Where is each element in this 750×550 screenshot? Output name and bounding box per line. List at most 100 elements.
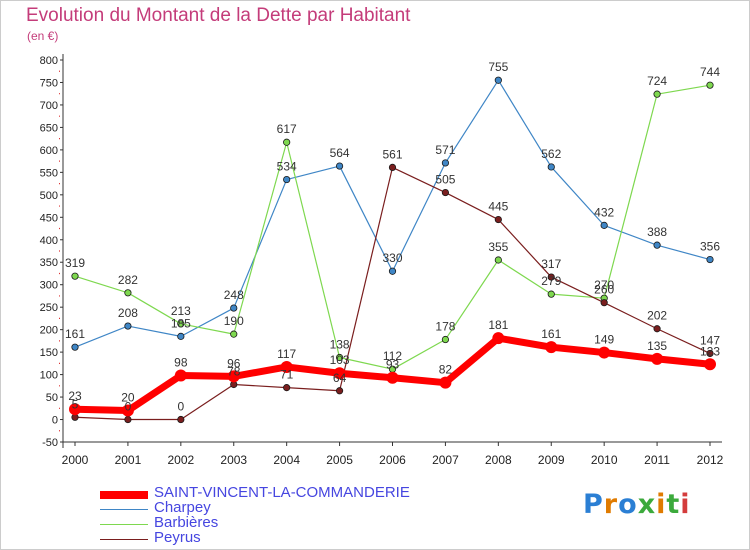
chart-title: Evolution du Montant de la Dette par Hab… (26, 5, 411, 26)
data-label: 112 (383, 349, 402, 363)
data-label: 388 (647, 225, 667, 239)
data-label: 534 (277, 160, 297, 174)
legend-swatch (100, 491, 148, 499)
y-tick-label: 450 (40, 212, 58, 224)
data-label: 147 (700, 333, 720, 347)
y-tick-label: 300 (40, 280, 58, 292)
data-point (177, 415, 185, 424)
data-point (124, 289, 132, 297)
data-point (653, 325, 661, 333)
logo-letter: i (656, 489, 667, 520)
y-tick-label: 50 (46, 392, 58, 404)
data-point (439, 376, 452, 389)
data-point (335, 387, 344, 395)
data-label: 744 (700, 65, 720, 79)
data-label: 561 (382, 147, 402, 161)
data-point (704, 358, 716, 371)
data-label: 190 (224, 314, 244, 328)
x-tick-label: 2009 (538, 453, 565, 467)
data-point (283, 384, 291, 392)
x-tick-label: 2003 (220, 453, 247, 467)
data-label: 432 (594, 205, 614, 219)
data-label: 82 (439, 363, 453, 377)
y-tick-label: 400 (40, 235, 58, 247)
data-label: 317 (541, 257, 561, 271)
y-tick-label: 600 (40, 145, 58, 157)
logo-letter: i (680, 489, 691, 520)
data-label: 0 (177, 400, 184, 414)
data-label: 149 (594, 333, 614, 347)
data-label: 445 (488, 200, 508, 214)
data-point (121, 404, 134, 417)
y-tick-label: 500 (40, 190, 58, 202)
data-point (653, 90, 661, 98)
logo-letter: r (603, 489, 619, 520)
data-point (547, 273, 555, 281)
data-point (124, 322, 132, 330)
data-point (230, 330, 238, 338)
data-point (441, 188, 450, 197)
y-tick-label: 550 (40, 167, 58, 179)
data-label: 20 (121, 391, 135, 405)
data-label: 103 (330, 353, 350, 367)
y-tick-label: 700 (40, 100, 58, 112)
logo-letter: P (583, 489, 604, 520)
x-tick-label: 2007 (432, 453, 459, 467)
data-label: 161 (541, 327, 561, 341)
x-tick-label: 2010 (591, 453, 618, 467)
data-label: 202 (647, 309, 667, 323)
data-point (494, 76, 502, 84)
unit-label: (en €) (27, 29, 59, 43)
data-label: 178 (435, 320, 455, 334)
data-point (280, 360, 293, 373)
legend-swatch (100, 509, 148, 510)
data-label: 123 (700, 344, 720, 358)
data-label: 5 (72, 397, 79, 411)
data-point (545, 341, 558, 354)
data-point (598, 346, 611, 359)
data-point (706, 349, 714, 358)
data-label: 279 (541, 274, 561, 288)
data-label: 208 (118, 306, 138, 320)
data-point (388, 267, 397, 275)
logo-letter: t (666, 489, 681, 520)
data-point (333, 367, 346, 380)
data-point (69, 403, 81, 416)
proxiti-logo: Proxiti (583, 489, 691, 520)
data-point (706, 81, 714, 89)
data-point (494, 256, 502, 264)
legend-label: Charpey (154, 499, 211, 516)
data-point (441, 159, 450, 167)
data-point (547, 290, 555, 298)
data-point (494, 215, 502, 224)
x-tick-label: 2011 (644, 453, 670, 467)
x-tick-label: 2001 (115, 453, 142, 467)
y-tick-label: 350 (40, 257, 58, 269)
y-tick-label: 150 (40, 347, 58, 359)
data-label: 330 (382, 251, 402, 265)
data-label: 78 (227, 364, 241, 378)
data-label: 138 (330, 338, 350, 352)
data-label: 213 (171, 304, 191, 318)
data-label: 71 (280, 368, 294, 382)
data-point (706, 255, 714, 264)
data-point (174, 369, 187, 382)
data-label: 260 (594, 283, 614, 297)
data-label: 98 (174, 355, 188, 369)
data-label: 135 (647, 339, 667, 353)
y-tick-label: 750 (40, 77, 58, 89)
data-point (71, 272, 79, 280)
x-tick-label: 2002 (167, 453, 194, 467)
y-tick-label: 200 (40, 325, 58, 337)
data-point (653, 241, 661, 249)
y-tick-label: 800 (40, 55, 58, 67)
data-label: 0 (125, 400, 132, 414)
data-label: 64 (333, 371, 347, 385)
data-point (283, 175, 291, 184)
x-tick-label: 2005 (326, 453, 353, 467)
x-tick-label: 2008 (485, 453, 512, 467)
legend-label: SAINT-VINCENT-LA-COMMANDERIE (154, 484, 410, 501)
y-tick-label: 100 (40, 370, 58, 382)
data-label: 282 (118, 273, 138, 287)
